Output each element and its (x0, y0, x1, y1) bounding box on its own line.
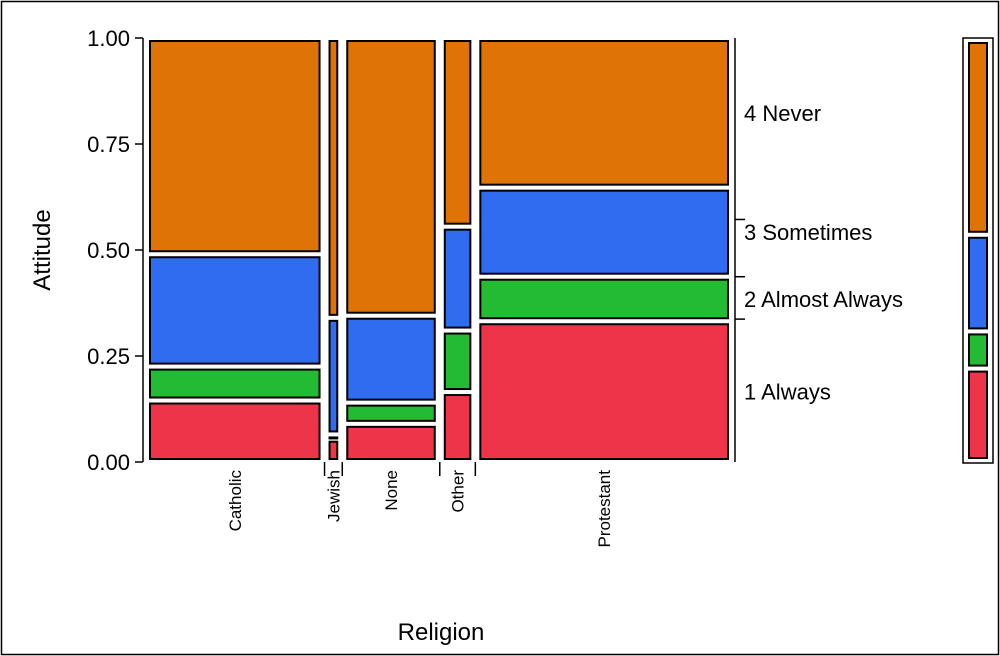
x-category-labels: Catholic Jewish None Other Protestant (226, 462, 614, 548)
y-axis-label: Attitude (29, 209, 56, 290)
y-tick-label: 0.00 (87, 450, 130, 475)
mosaic-cell (479, 278, 730, 320)
x-axis-label: Religion (398, 619, 485, 646)
legend-bar-segment (968, 370, 988, 460)
right-axis-label: 4 Never (744, 101, 821, 126)
mosaic-cell (443, 332, 472, 391)
mosaic-cell (479, 323, 730, 460)
mosaic-plot-area (149, 40, 730, 461)
mosaic-cell (346, 317, 436, 401)
y-tick-label: 0.25 (87, 344, 130, 369)
y-axis: 0.00 0.25 0.50 0.75 1.00 Attitude (29, 26, 144, 475)
y-tick-label: 0.75 (87, 132, 130, 157)
mosaic-cell (149, 402, 321, 460)
x-category-label: Catholic (226, 470, 245, 532)
legend-bar-segment (968, 42, 988, 233)
x-category-label: Jewish (324, 470, 343, 522)
mosaic-cell (346, 404, 436, 422)
mosaic-cell (479, 40, 730, 186)
marginal-legend-bar (962, 37, 994, 464)
mosaic-cell (443, 394, 472, 461)
right-axis-labels: 1 Always 2 Almost Always 3 Sometimes 4 Neve… (735, 101, 903, 405)
y-tick-label: 1.00 (87, 26, 130, 51)
right-axis-label: 2 Almost Always (744, 287, 903, 312)
legend-bar-segment (968, 236, 988, 330)
mosaic-cell (328, 319, 339, 433)
right-axis-label: 1 Always (744, 380, 831, 405)
mosaic-cell (328, 440, 339, 460)
x-category-label: Protestant (595, 470, 614, 548)
mosaic-cell (328, 436, 339, 440)
mosaic-cell (149, 40, 321, 253)
x-category-label: Other (449, 470, 468, 513)
mosaic-cell (346, 40, 436, 314)
mosaic-cell (346, 425, 436, 460)
mosaic-cell (443, 228, 472, 329)
y-tick-group: 0.00 0.25 0.50 0.75 1.00 (87, 26, 143, 475)
right-axis-label: 3 Sometimes (744, 220, 872, 245)
y-tick-label: 0.50 (87, 238, 130, 263)
right-axis: 1 Always 2 Almost Always 3 Sometimes 4 Neve… (734, 38, 903, 462)
legend-bar-segment (968, 333, 988, 367)
mosaic-cell (149, 256, 321, 365)
mosaic-cell (479, 189, 730, 275)
x-category-label: None (382, 470, 401, 511)
mosaic-cell (328, 40, 339, 316)
mosaic-cell (443, 40, 472, 225)
mosaic-cell (149, 368, 321, 399)
